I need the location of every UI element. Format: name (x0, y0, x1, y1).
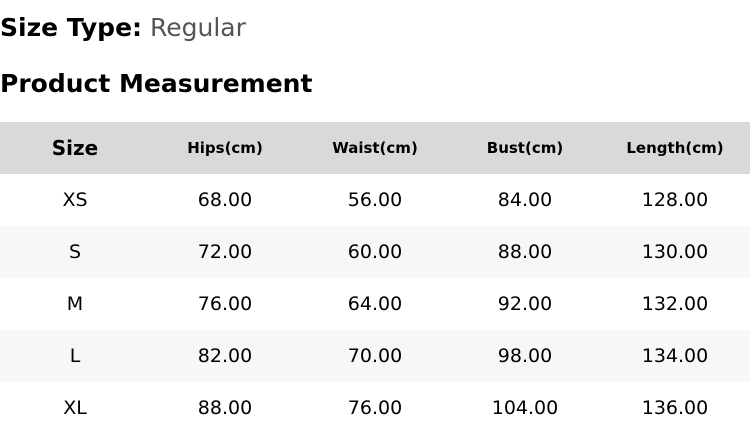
table-cell: 88.00 (450, 226, 600, 278)
table-cell: XL (63, 397, 87, 419)
column-header: Waist(cm) (300, 122, 450, 174)
table-cell: 60.00 (300, 226, 450, 278)
table-cell: 128.00 (641, 189, 709, 211)
column-header: Length(cm) (600, 122, 750, 174)
size-type-value: Regular (149, 13, 246, 42)
table-cell: 68.00 (197, 189, 253, 211)
table-cell: 92.00 (497, 293, 553, 315)
table-cell: 88.00 (197, 397, 253, 419)
size-type: Size Type: Regular (0, 12, 246, 44)
column-header: Size (0, 122, 150, 174)
table-row: S 72.00 60.00 88.00 130.00 (0, 226, 750, 278)
table-row: XL 88.00 76.00 104.00 136.00 (0, 382, 750, 434)
table-cell: L (0, 330, 150, 382)
table-cell: 84.00 (497, 189, 553, 211)
table-cell: 56.00 (347, 189, 403, 211)
table-cell: M (66, 293, 84, 315)
table-cell: 136.00 (641, 397, 709, 419)
table-cell: 64.00 (347, 293, 403, 315)
table-cell: 70.00 (300, 330, 450, 382)
table-cell: 82.00 (150, 330, 300, 382)
table-cell: 134.00 (600, 330, 750, 382)
table-row: XS 68.00 56.00 84.00 128.00 (0, 174, 750, 226)
section-title: Product Measurement (0, 69, 313, 98)
table-cell: S (0, 226, 150, 278)
table-row: L 82.00 70.00 98.00 134.00 (0, 330, 750, 382)
column-header: Bust(cm) (450, 122, 600, 174)
table-cell: 104.00 (491, 397, 559, 419)
table-cell: 72.00 (150, 226, 300, 278)
table-cell: 130.00 (600, 226, 750, 278)
column-header: Hips(cm) (150, 122, 300, 174)
size-type-label: Size Type: (0, 13, 143, 42)
measurement-table: Size Hips(cm) Waist(cm) Bust(cm) Length(cm) … (0, 122, 750, 434)
table-cell: 132.00 (641, 293, 709, 315)
table-cell: 76.00 (347, 397, 403, 419)
table-cell: XS (62, 189, 88, 211)
table-row: M 76.00 64.00 92.00 132.00 (0, 278, 750, 330)
table-cell: 98.00 (450, 330, 600, 382)
table-cell: 76.00 (197, 293, 253, 315)
